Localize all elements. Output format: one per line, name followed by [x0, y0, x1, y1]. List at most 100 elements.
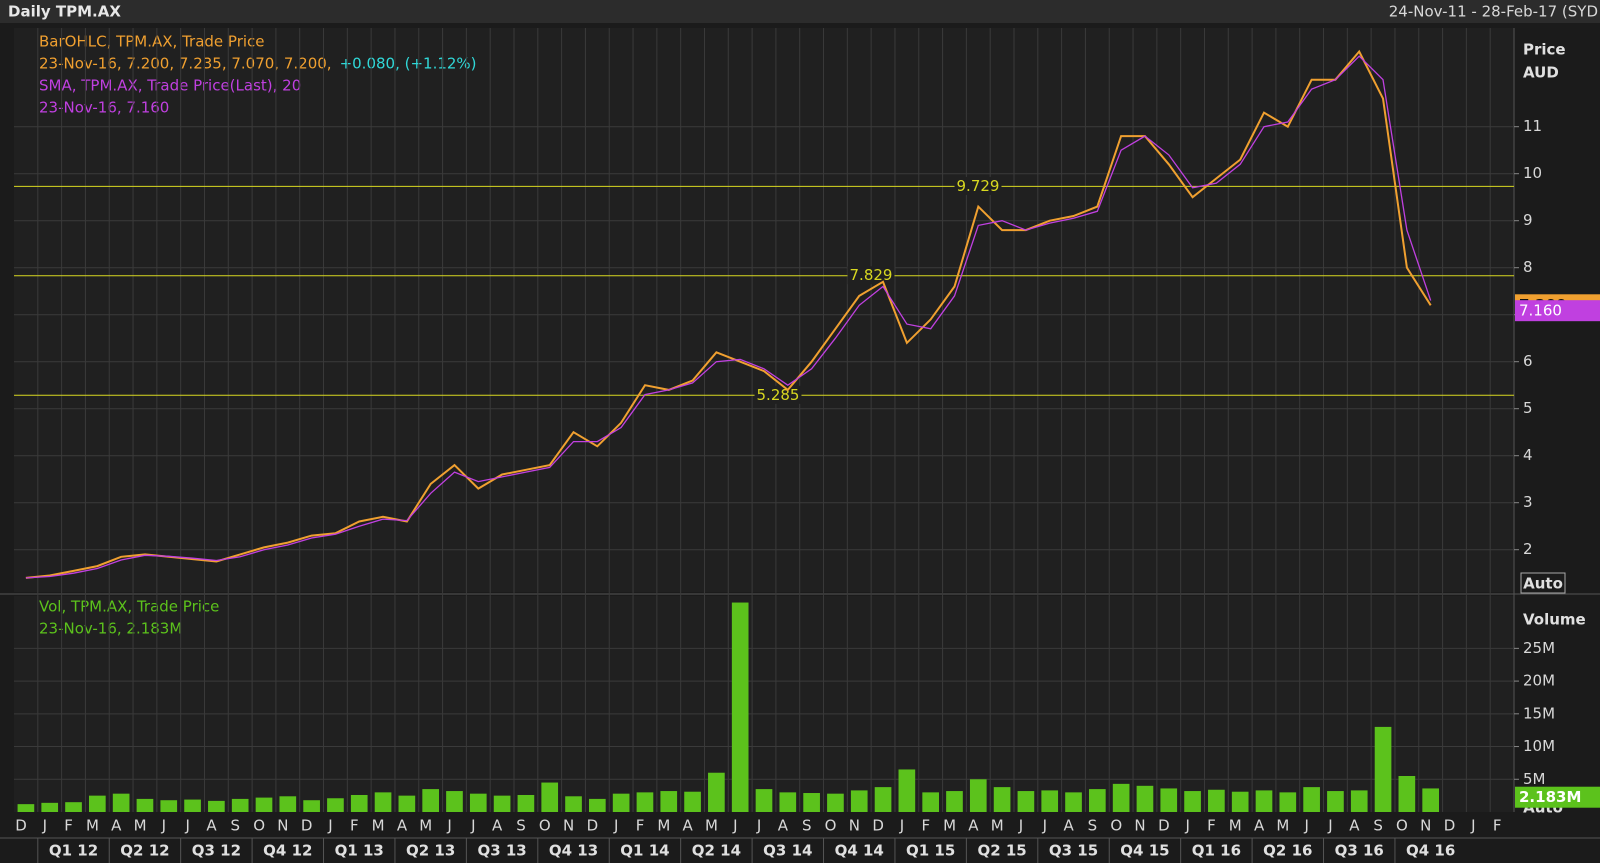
- volume-bar: [398, 795, 416, 812]
- volume-bar: [803, 793, 820, 812]
- quarter-label: Q1 15: [906, 842, 955, 860]
- x-tick-label: A: [492, 817, 503, 835]
- quarter-label: Q3 15: [1049, 842, 1098, 860]
- legend-detail: 23-Nov-16, 7.160: [39, 99, 169, 117]
- legend-entry: BarOHLC, TPM.AX, Trade Price: [39, 33, 265, 51]
- volume-bar: [708, 772, 725, 812]
- last-value-tag: [1515, 300, 1600, 322]
- level-label: 9.729: [957, 177, 1000, 195]
- volume-bar: [422, 789, 439, 812]
- x-tick-label: J: [161, 817, 166, 835]
- volume-bar: [589, 798, 606, 812]
- volume-legend-detail: 23-Nov-16, 2.183M: [39, 620, 182, 638]
- volume-bar: [1255, 790, 1273, 812]
- x-tick-label: D: [872, 817, 884, 835]
- volume-bar: [65, 802, 82, 812]
- last-value-label: 7.160: [1519, 302, 1562, 320]
- x-tick-label: O: [539, 817, 551, 835]
- x-tick-label: N: [1134, 817, 1145, 835]
- last-value-label: 2.183M: [1519, 788, 1581, 806]
- volume-bar: [755, 789, 773, 812]
- volume-bar: [779, 792, 797, 812]
- x-tick-label: D: [1444, 817, 1456, 835]
- y-tick-label: 3: [1523, 493, 1533, 511]
- x-tick-label: A: [1063, 817, 1074, 835]
- x-tick-label: O: [1110, 817, 1122, 835]
- x-tick-label: S: [1088, 817, 1098, 835]
- volume-bar: [660, 791, 678, 812]
- y-tick-label: 6: [1523, 352, 1533, 370]
- quarter-label: Q1 14: [620, 842, 669, 860]
- x-tick-label: M: [86, 817, 99, 835]
- volume-bar: [41, 802, 59, 812]
- volume-bar: [350, 794, 368, 812]
- x-tick-label: J: [1303, 817, 1308, 835]
- volume-bar: [112, 793, 130, 812]
- x-tick-label: M: [705, 817, 718, 835]
- x-tick-label: J: [327, 817, 332, 835]
- quarter-label: Q4 15: [1120, 842, 1169, 860]
- x-tick-label: N: [563, 817, 574, 835]
- volume-bar: [898, 769, 916, 812]
- y-axis-unit: AUD: [1523, 64, 1559, 82]
- last-value-tag: [1515, 786, 1600, 808]
- x-tick-label: N: [277, 817, 288, 835]
- volume-bar: [874, 787, 892, 812]
- volume-bar: [1160, 788, 1178, 812]
- x-tick-label: J: [732, 817, 737, 835]
- legend-change: +0.080, (+1.12%): [340, 55, 477, 73]
- price-panel: [14, 28, 1514, 592]
- x-tick-label: F: [921, 817, 930, 835]
- y-tick-label: 9: [1523, 211, 1533, 229]
- level-label-bg: [847, 266, 895, 285]
- volume-axis-title: Volume: [1523, 611, 1586, 629]
- volume-bar: [1112, 783, 1130, 812]
- volume-bar: [612, 793, 630, 812]
- quarter-label: Q3 13: [477, 842, 526, 860]
- x-tick-label: N: [849, 817, 860, 835]
- scale-button[interactable]: [1520, 572, 1566, 594]
- volume-bar: [1184, 791, 1201, 812]
- quarter-label: Q4 14: [835, 842, 884, 860]
- volume-bar: [946, 791, 963, 812]
- volume-bar: [1374, 726, 1392, 812]
- level-label-bg: [754, 385, 802, 404]
- volume-bar: [17, 804, 35, 812]
- header-range: 24-Nov-11 - 28-Feb-17 (SYD: [1389, 3, 1598, 21]
- x-tick-label: J: [1018, 817, 1023, 835]
- volume-bar: [1041, 790, 1059, 812]
- volume-bar: [374, 792, 392, 812]
- volume-bar: [1017, 791, 1035, 812]
- x-tick-label: J: [184, 817, 189, 835]
- volume-bar: [184, 799, 201, 812]
- scale-mode[interactable]: Auto: [1523, 575, 1563, 593]
- volume-bar: [1089, 789, 1106, 812]
- x-tick-label: J: [756, 817, 761, 835]
- quarter-label: Q4 16: [1406, 842, 1455, 860]
- volume-bar: [636, 792, 654, 812]
- quarter-label: Q2 13: [406, 842, 455, 860]
- volume-bar: [89, 795, 106, 812]
- x-tick-label: A: [778, 817, 789, 835]
- quarter-label: Q2 15: [977, 842, 1026, 860]
- x-tick-label: J: [42, 817, 47, 835]
- volume-bar: [1231, 791, 1249, 812]
- volume-bar: [922, 792, 939, 812]
- x-tick-label: D: [15, 817, 27, 835]
- x-tick-label: J: [1184, 817, 1189, 835]
- volume-legend: Vol, TPM.AX, Trade Price: [39, 598, 219, 616]
- x-tick-label: M: [1276, 817, 1289, 835]
- x-tick-label: O: [1396, 817, 1408, 835]
- volume-bar: [1327, 791, 1344, 812]
- quarter-label: Q4 12: [263, 842, 312, 860]
- x-tick-label: J: [446, 817, 451, 835]
- x-tick-label: F: [636, 817, 645, 835]
- x-tick-label: M: [943, 817, 956, 835]
- x-tick-label: F: [350, 817, 359, 835]
- y-tick-label: 25M: [1523, 639, 1555, 657]
- volume-panel: [14, 596, 1514, 812]
- x-tick-label: M: [372, 817, 385, 835]
- x-tick-label: F: [1493, 817, 1502, 835]
- x-tick-label: A: [683, 817, 694, 835]
- volume-bar: [160, 800, 178, 812]
